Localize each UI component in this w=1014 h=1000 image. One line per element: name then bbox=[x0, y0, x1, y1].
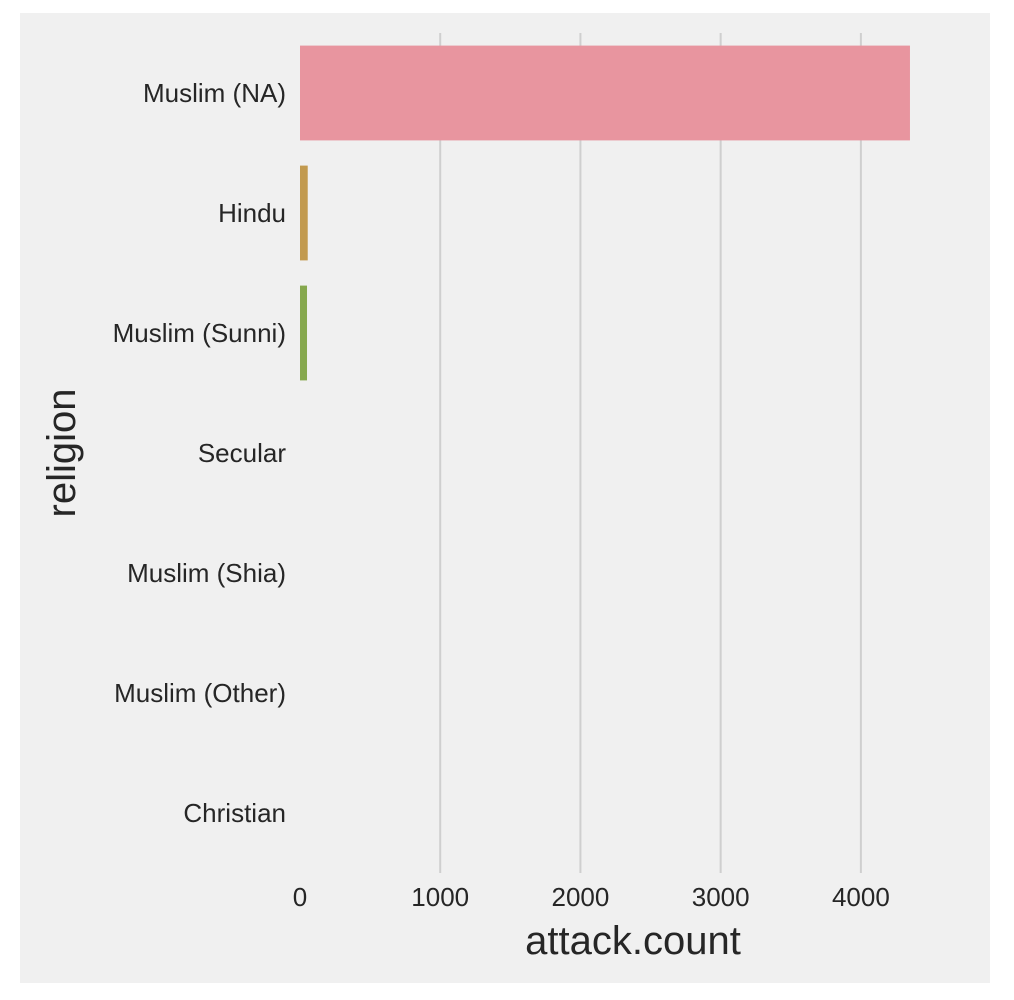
x-tick-label: 4000 bbox=[832, 882, 890, 912]
y-tick-label: Secular bbox=[198, 438, 286, 468]
x-tick-labels: 0 1000 2000 3000 4000 bbox=[293, 882, 890, 912]
y-tick-label: Muslim (Sunni) bbox=[113, 318, 286, 348]
bar-muslim-sunni bbox=[300, 285, 308, 381]
y-tick-label: Muslim (Other) bbox=[114, 678, 286, 708]
x-tick-label: 3000 bbox=[692, 882, 750, 912]
x-tick-label: 0 bbox=[293, 882, 307, 912]
y-axis-label: religion bbox=[40, 389, 84, 518]
bar-muslim-na bbox=[300, 45, 910, 141]
y-tick-label: Muslim (Shia) bbox=[127, 558, 286, 588]
gridlines bbox=[439, 33, 862, 873]
y-tick-label: Muslim (NA) bbox=[143, 78, 286, 108]
chart-figure: Muslim (NA) Hindu Muslim (Sunni) Secular Mus… bbox=[20, 13, 990, 983]
y-tick-label: Hindu bbox=[218, 198, 286, 228]
x-axis-label: attack.count bbox=[525, 919, 741, 963]
bar-chart: Muslim (NA) Hindu Muslim (Sunni) Secular Mus… bbox=[40, 33, 910, 963]
x-tick-label: 1000 bbox=[411, 882, 469, 912]
y-tick-label: Christian bbox=[183, 798, 286, 828]
bars bbox=[300, 45, 910, 381]
bar-hindu bbox=[300, 165, 308, 261]
y-tick-labels: Muslim (NA) Hindu Muslim (Sunni) Secular Mus… bbox=[113, 78, 287, 828]
x-tick-label: 2000 bbox=[552, 882, 610, 912]
